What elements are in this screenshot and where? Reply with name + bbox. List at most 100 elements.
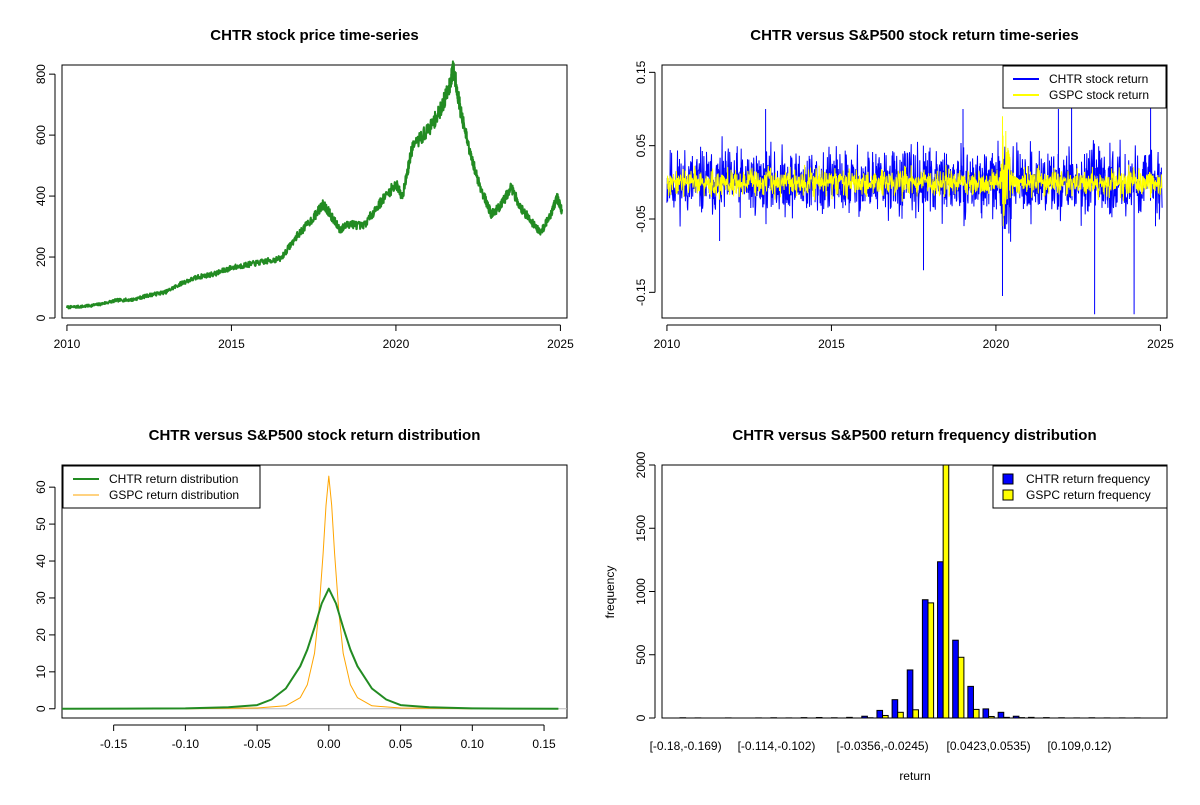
density-y-tick-label: 30 [34, 591, 48, 605]
histogram-bars-group [679, 465, 1162, 718]
price-x-axis [66, 324, 561, 331]
density-x-tick-label: -0.05 [243, 737, 271, 751]
histogram-x-tick-label: [0.109,0.12) [1047, 739, 1111, 753]
histogram-bar-chtr [982, 708, 990, 718]
histogram-bar-gspc [957, 656, 965, 718]
histogram-y-tick-label: 1500 [634, 515, 648, 542]
density-legend-label: CHTR return distribution [109, 472, 238, 486]
density-legend-label: GSPC return distribution [109, 488, 239, 502]
histogram-bar-chtr [1134, 717, 1141, 718]
density-y-tick-label: 40 [34, 554, 48, 568]
histogram-x-tick-label: [0.0423,0.0535) [947, 739, 1031, 753]
density-y-tick-label: 60 [34, 480, 48, 494]
histogram-bar-chtr [724, 717, 732, 718]
histogram-bar-chtr [1073, 717, 1081, 718]
price-chart-title: CHTR stock price time-series [210, 27, 418, 44]
density-y-tick-label: 20 [34, 628, 48, 642]
histogram-bar-gspc [972, 708, 980, 718]
price-y-tick-label: 200 [34, 247, 48, 267]
density-legend-box [62, 465, 261, 509]
price-x-tick-label: 2025 [547, 337, 574, 351]
density-y-tick-label: 0 [34, 705, 48, 712]
returns-series-group [666, 94, 1163, 315]
histogram-bar-chtr [755, 717, 762, 718]
density-x-tick-label: 0.15 [532, 737, 556, 751]
price-plot-frame [61, 64, 568, 319]
returns-x-tick-label: 2025 [1147, 337, 1174, 351]
histogram-bar-chtr [876, 709, 884, 718]
returns-legend-label: GSPC stock return [1049, 88, 1149, 102]
density-x-tick-label: 0.05 [389, 737, 413, 751]
price-y-tick-label: 800 [34, 64, 48, 84]
histogram-y-tick-label: 2000 [634, 451, 648, 478]
density-x-tick-label: 0.10 [461, 737, 485, 751]
returns-y-tick-label: 0.05 [634, 134, 648, 158]
histogram-bar-chtr [1103, 717, 1111, 718]
histogram-x-label: return [899, 769, 930, 783]
histogram-legend-label: GSPC return frequency [1026, 488, 1151, 502]
returns-line-gspc [666, 116, 1163, 227]
histogram-bar-chtr [846, 716, 853, 718]
histogram-bar-gspc [1003, 716, 1010, 718]
price-x-tick-label: 2015 [218, 337, 245, 351]
density-line-gspc [185, 475, 473, 710]
histogram-bar-chtr [921, 599, 929, 718]
returns-x-tick-label: 2020 [983, 337, 1010, 351]
histogram-bar-chtr [831, 717, 838, 718]
histogram-legend-box [992, 465, 1168, 509]
density-legend: CHTR return distribution GSPC return dist… [62, 465, 261, 509]
returns-y-tick-label: -0.05 [634, 205, 648, 233]
density-y-axis [49, 486, 56, 710]
histogram-x-tick-label: [-0.0356,-0.0245) [837, 739, 929, 753]
returns-plot-frame [661, 64, 1168, 319]
density-chart-title: CHTR versus S&P500 stock return distribu… [149, 427, 481, 444]
price-y-tick-label: 0 [34, 314, 48, 321]
price-y-axis [49, 73, 56, 319]
histogram-bar-chtr [785, 717, 793, 718]
price-line-chtr [65, 60, 564, 310]
density-plot-frame [61, 464, 568, 719]
returns-x-tick-label: 2010 [654, 337, 681, 351]
price-y-tick-label: 600 [34, 125, 48, 145]
histogram-legend-swatch [1002, 489, 1014, 501]
returns-y-axis [649, 71, 656, 293]
price-x-tick-label: 2010 [54, 337, 81, 351]
histogram-bar-gspc [1018, 717, 1026, 718]
density-x-axis [113, 724, 545, 731]
returns-legend: CHTR stock return GSPC stock return [1002, 65, 1167, 109]
histogram-bar-chtr [679, 717, 687, 718]
returns-y-tick-label: -0.15 [634, 278, 648, 306]
histogram-y-tick-label: 0 [634, 714, 648, 721]
histogram-chart-title: CHTR versus S&P500 return frequency dist… [732, 427, 1096, 444]
histogram-bar-chtr [967, 685, 974, 718]
price-x-tick-label: 2020 [383, 337, 410, 351]
histogram-y-axis [649, 464, 656, 719]
histogram-bar-chtr [937, 561, 944, 718]
histogram-x-tick-label: [-0.114,-0.102) [738, 739, 816, 753]
histogram-legend-label: CHTR return frequency [1026, 472, 1150, 486]
density-line-chtr [61, 587, 559, 710]
histogram-bar-gspc [927, 602, 935, 718]
histogram-bar-gspc [942, 465, 950, 718]
returns-legend-box [1002, 65, 1167, 109]
density-x-tick-label: 0.00 [317, 737, 341, 751]
histogram-bar-gspc [897, 711, 904, 718]
histogram-bar-chtr [906, 669, 914, 718]
histogram-y-tick-label: 500 [634, 644, 648, 664]
histogram-bar-gspc [912, 709, 919, 718]
histogram-bar-gspc [988, 715, 995, 718]
histogram-bar-chtr [1088, 717, 1096, 718]
histogram-bar-gspc [866, 717, 874, 718]
histogram-legend-swatch [1002, 473, 1014, 485]
histogram-bar-chtr [997, 711, 1005, 718]
returns-x-axis [666, 324, 1161, 331]
histogram-bar-chtr [1058, 717, 1065, 718]
histogram-bar-chtr [1012, 715, 1020, 718]
histogram-x-tick-label: [-0.18,-0.169) [650, 739, 722, 753]
returns-legend-label: CHTR stock return [1049, 72, 1148, 86]
histogram-bar-chtr [1027, 716, 1035, 718]
histogram-bar-chtr [861, 715, 868, 718]
price-y-tick-label: 400 [34, 186, 48, 206]
density-x-tick-label: -0.10 [172, 737, 200, 751]
